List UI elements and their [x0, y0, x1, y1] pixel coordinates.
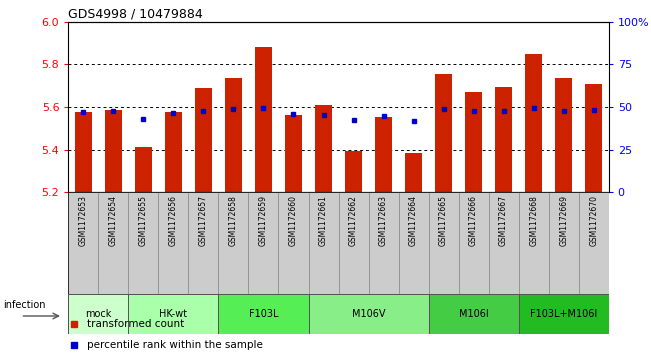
Bar [158, 192, 188, 294]
Text: GDS4998 / 10479884: GDS4998 / 10479884 [68, 8, 203, 21]
Bar [279, 192, 309, 294]
Bar [68, 294, 128, 334]
Text: GSM1172665: GSM1172665 [439, 195, 448, 246]
Bar [188, 192, 219, 294]
Text: GSM1172666: GSM1172666 [469, 195, 478, 246]
Bar [75, 113, 92, 192]
Text: GSM1172656: GSM1172656 [169, 195, 178, 246]
Text: GSM1172653: GSM1172653 [79, 195, 88, 246]
Bar [345, 151, 362, 192]
Text: GSM1172657: GSM1172657 [199, 195, 208, 246]
Bar [489, 192, 519, 294]
Text: HK-wt: HK-wt [159, 309, 187, 319]
Bar [98, 192, 128, 294]
Bar [436, 74, 452, 192]
Bar [519, 294, 609, 334]
Text: GSM1172659: GSM1172659 [259, 195, 268, 246]
Bar [219, 294, 309, 334]
Bar [428, 192, 458, 294]
Bar [339, 192, 368, 294]
Bar [219, 192, 249, 294]
Bar [525, 54, 542, 192]
Text: M106V: M106V [352, 309, 385, 319]
Text: GSM1172655: GSM1172655 [139, 195, 148, 246]
Bar [315, 105, 332, 192]
Bar [128, 192, 158, 294]
Bar [368, 192, 398, 294]
Bar [309, 294, 428, 334]
Bar [105, 110, 122, 192]
Bar [225, 78, 242, 192]
Bar [458, 192, 489, 294]
Bar [135, 147, 152, 192]
Text: GSM1172670: GSM1172670 [589, 195, 598, 246]
Text: GSM1172668: GSM1172668 [529, 195, 538, 246]
Bar [398, 192, 428, 294]
Text: infection: infection [3, 300, 46, 310]
Bar [406, 153, 422, 192]
Text: GSM1172661: GSM1172661 [319, 195, 328, 246]
Bar [549, 192, 579, 294]
Bar [309, 192, 339, 294]
Text: GSM1172662: GSM1172662 [349, 195, 358, 246]
Bar [375, 117, 392, 192]
Text: GSM1172664: GSM1172664 [409, 195, 418, 246]
Bar [495, 87, 512, 192]
Text: F103L: F103L [249, 309, 278, 319]
Bar [465, 92, 482, 192]
Text: M106I: M106I [459, 309, 488, 319]
Bar [165, 113, 182, 192]
Bar [249, 192, 279, 294]
Bar [255, 48, 271, 192]
Bar [195, 88, 212, 192]
Text: mock: mock [85, 309, 111, 319]
Text: GSM1172660: GSM1172660 [289, 195, 298, 246]
Text: GSM1172669: GSM1172669 [559, 195, 568, 246]
Text: F103L+M106I: F103L+M106I [530, 309, 597, 319]
Bar [68, 192, 98, 294]
Text: percentile rank within the sample: percentile rank within the sample [87, 340, 263, 350]
Bar [585, 83, 602, 192]
Text: GSM1172663: GSM1172663 [379, 195, 388, 246]
Bar [519, 192, 549, 294]
Bar [579, 192, 609, 294]
Text: GSM1172654: GSM1172654 [109, 195, 118, 246]
Bar [428, 294, 519, 334]
Bar [285, 115, 302, 192]
Bar [555, 78, 572, 192]
Bar [128, 294, 219, 334]
Text: GSM1172658: GSM1172658 [229, 195, 238, 246]
Text: transformed count: transformed count [87, 319, 184, 329]
Text: GSM1172667: GSM1172667 [499, 195, 508, 246]
